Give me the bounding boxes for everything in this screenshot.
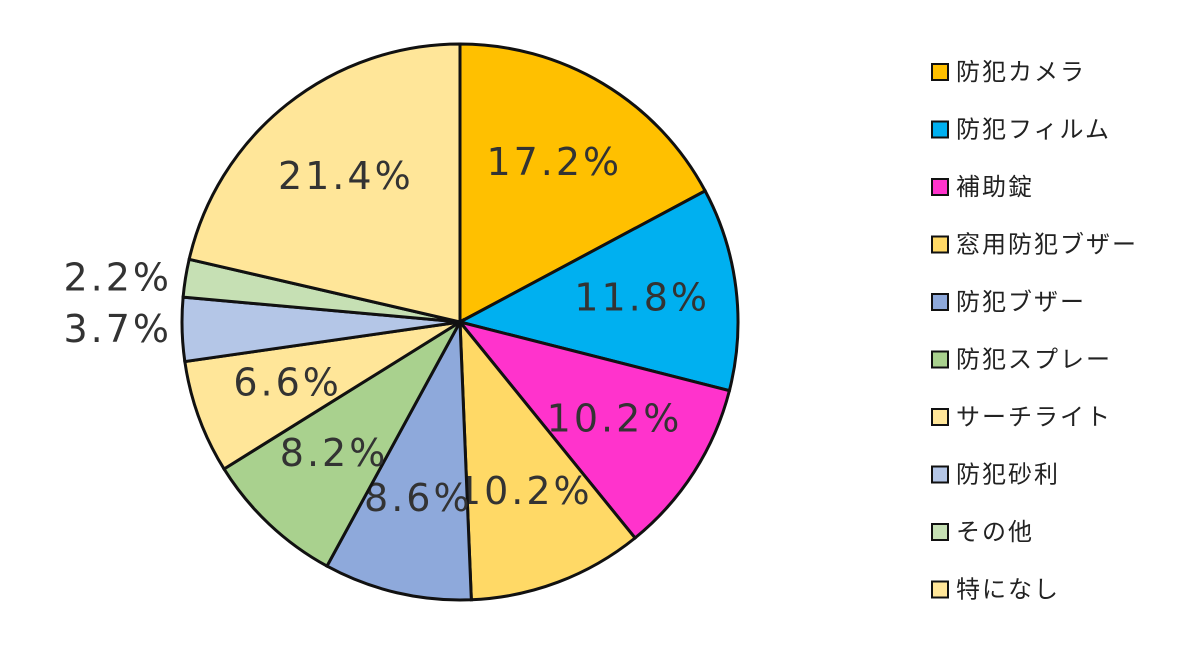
legend-swatch [931, 235, 949, 254]
pie-slice [183, 320, 461, 472]
value-label: 6.6% [233, 360, 342, 404]
value-label: 10.2% [457, 469, 593, 513]
value-label: 17.2% [486, 140, 622, 184]
value-label: 8.6% [364, 476, 473, 520]
legend-label: 防犯ブザー [956, 288, 1086, 316]
value-label: 8.2% [280, 431, 389, 475]
legend-swatch [931, 63, 949, 81]
pie-slice [221, 317, 465, 569]
legend-label: その他 [956, 518, 1034, 546]
pie-slice [458, 317, 638, 602]
legend-swatch [931, 408, 949, 426]
legend-swatch [931, 178, 949, 196]
legend-label: 補助錠 [956, 173, 1034, 201]
legend-swatch [931, 523, 949, 541]
pie-slice [187, 42, 462, 324]
legend-label: 防犯スプレー [956, 346, 1112, 374]
value-label: 10.2% [547, 396, 683, 440]
legend-label: 防犯カメラ [956, 58, 1086, 86]
legend-swatch [931, 350, 949, 369]
legend-swatch [931, 580, 949, 599]
pie-slice [458, 42, 708, 325]
legend-label: 特になし [956, 576, 1060, 604]
value-label: 2.2% [63, 256, 172, 300]
legend-label: 窓用防犯ブザー [956, 231, 1138, 259]
pie-slice [324, 316, 473, 602]
legend-label: 防犯砂利 [956, 461, 1060, 489]
legend-label: サーチライト [956, 403, 1112, 431]
pie-slice [455, 319, 732, 541]
value-label: 11.8% [574, 275, 710, 319]
legend-label: 防犯フィルム [956, 116, 1111, 144]
legend-swatch [931, 120, 949, 139]
legend-swatch [931, 293, 949, 311]
pie-slice [455, 188, 740, 393]
value-label: 3.7% [63, 307, 172, 351]
value-label: 21.4% [278, 154, 414, 198]
legend-swatch [931, 465, 949, 484]
